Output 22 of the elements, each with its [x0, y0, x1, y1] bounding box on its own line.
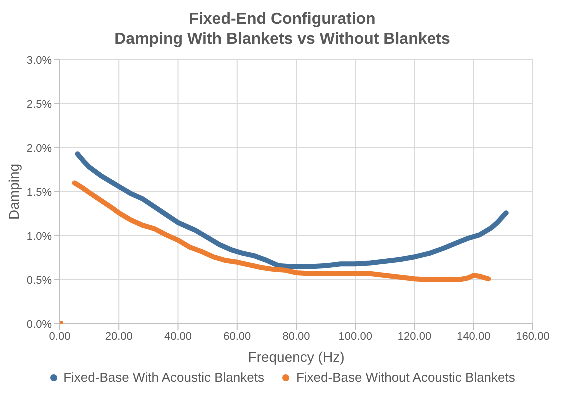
- y-tick-label: 0.5%: [26, 274, 52, 287]
- legend-label: Fixed-Base With Acoustic Blankets: [64, 370, 264, 385]
- x-tick-label: 0.00: [49, 330, 71, 343]
- y-tick-label: 1.0%: [26, 230, 52, 243]
- x-axis-title: Frequency (Hz): [248, 349, 345, 365]
- x-tick-label: 140.00: [457, 330, 491, 343]
- y-tick-label: 2.0%: [26, 142, 52, 155]
- chart-subtitle: Damping With Blankets vs Without Blankets: [114, 30, 452, 50]
- x-tick-label: 120.00: [398, 330, 432, 343]
- x-tick-label: 40.00: [164, 330, 192, 343]
- x-tick-label: 20.00: [105, 330, 133, 343]
- x-tick-label: 100.00: [338, 330, 372, 343]
- y-tick-label: 1.5%: [26, 186, 52, 199]
- chart-title: Fixed-End Configuration: [188, 10, 377, 30]
- y-tick-label: 2.5%: [26, 98, 52, 111]
- x-tick-label: 60.00: [224, 330, 252, 343]
- y-tick-label: 3.0%: [26, 54, 52, 67]
- x-tick-label: 160.00: [516, 330, 550, 343]
- y-tick-label: 0.0%: [26, 318, 52, 331]
- legend-label: Fixed-Base Without Acoustic Blankets: [296, 370, 516, 385]
- x-tick-label: 80.00: [282, 330, 310, 343]
- y-axis-title: Damping: [6, 164, 22, 220]
